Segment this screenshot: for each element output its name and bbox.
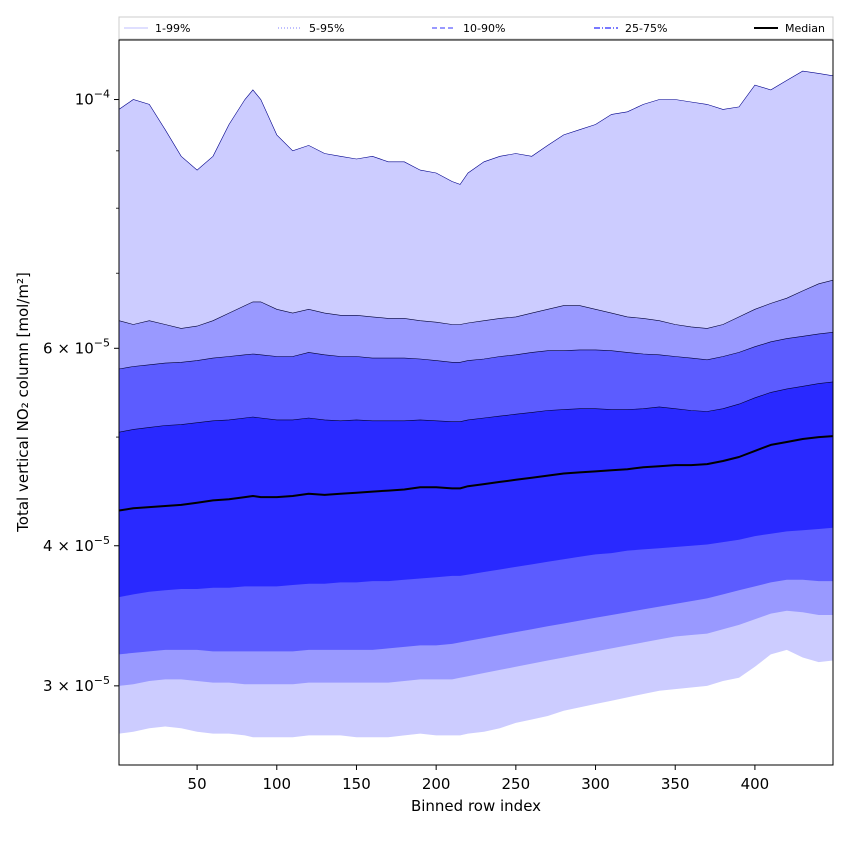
percentile-bands — [119, 70, 833, 738]
x-tick-label: 300 — [581, 775, 610, 793]
x-tick-label: 350 — [661, 775, 690, 793]
legend-label: 25-75% — [625, 22, 667, 35]
legend-label: 1-99% — [155, 22, 190, 35]
band-upper-edge-10-90 — [119, 332, 833, 370]
band-upper-edge-25-75 — [119, 381, 833, 433]
y-tick-label: 6 × 10−5 — [43, 336, 110, 357]
y-axis: 3 × 10−5 4 × 10−5 6 × 10−5 10−4 — [43, 88, 119, 695]
x-axis: 50 100 150 200 250 300 350 400 — [188, 765, 770, 793]
band-upper-edge-5-95 — [119, 279, 833, 329]
band-25-75 — [119, 381, 833, 598]
y-axis-label: Total vertical NO₂ column [mol/m²] — [14, 272, 32, 533]
plot-frame — [118, 39, 834, 766]
median-layer — [119, 435, 833, 512]
legend-box — [118, 16, 834, 40]
x-tick-label: 50 — [188, 775, 207, 793]
y-tick-label: 3 × 10−5 — [43, 674, 110, 695]
x-tick-label: 400 — [741, 775, 770, 793]
x-axis-label: Binned row index — [411, 797, 541, 815]
x-tick-label: 100 — [262, 775, 291, 793]
legend: 1-99% 5-95% 10-90% 25-75% Median — [118, 16, 834, 40]
legend-label: 10-90% — [463, 22, 505, 35]
band-upper-edge-1-99 — [119, 70, 833, 185]
x-tick-label: 250 — [502, 775, 531, 793]
y-tick-label: 4 × 10−5 — [43, 534, 110, 555]
legend-label: Median — [785, 22, 825, 35]
x-tick-label: 200 — [422, 775, 451, 793]
legend-label: 5-95% — [309, 22, 344, 35]
y-tick-label: 10−4 — [75, 88, 110, 109]
median-line — [119, 435, 833, 512]
x-tick-label: 150 — [342, 775, 371, 793]
